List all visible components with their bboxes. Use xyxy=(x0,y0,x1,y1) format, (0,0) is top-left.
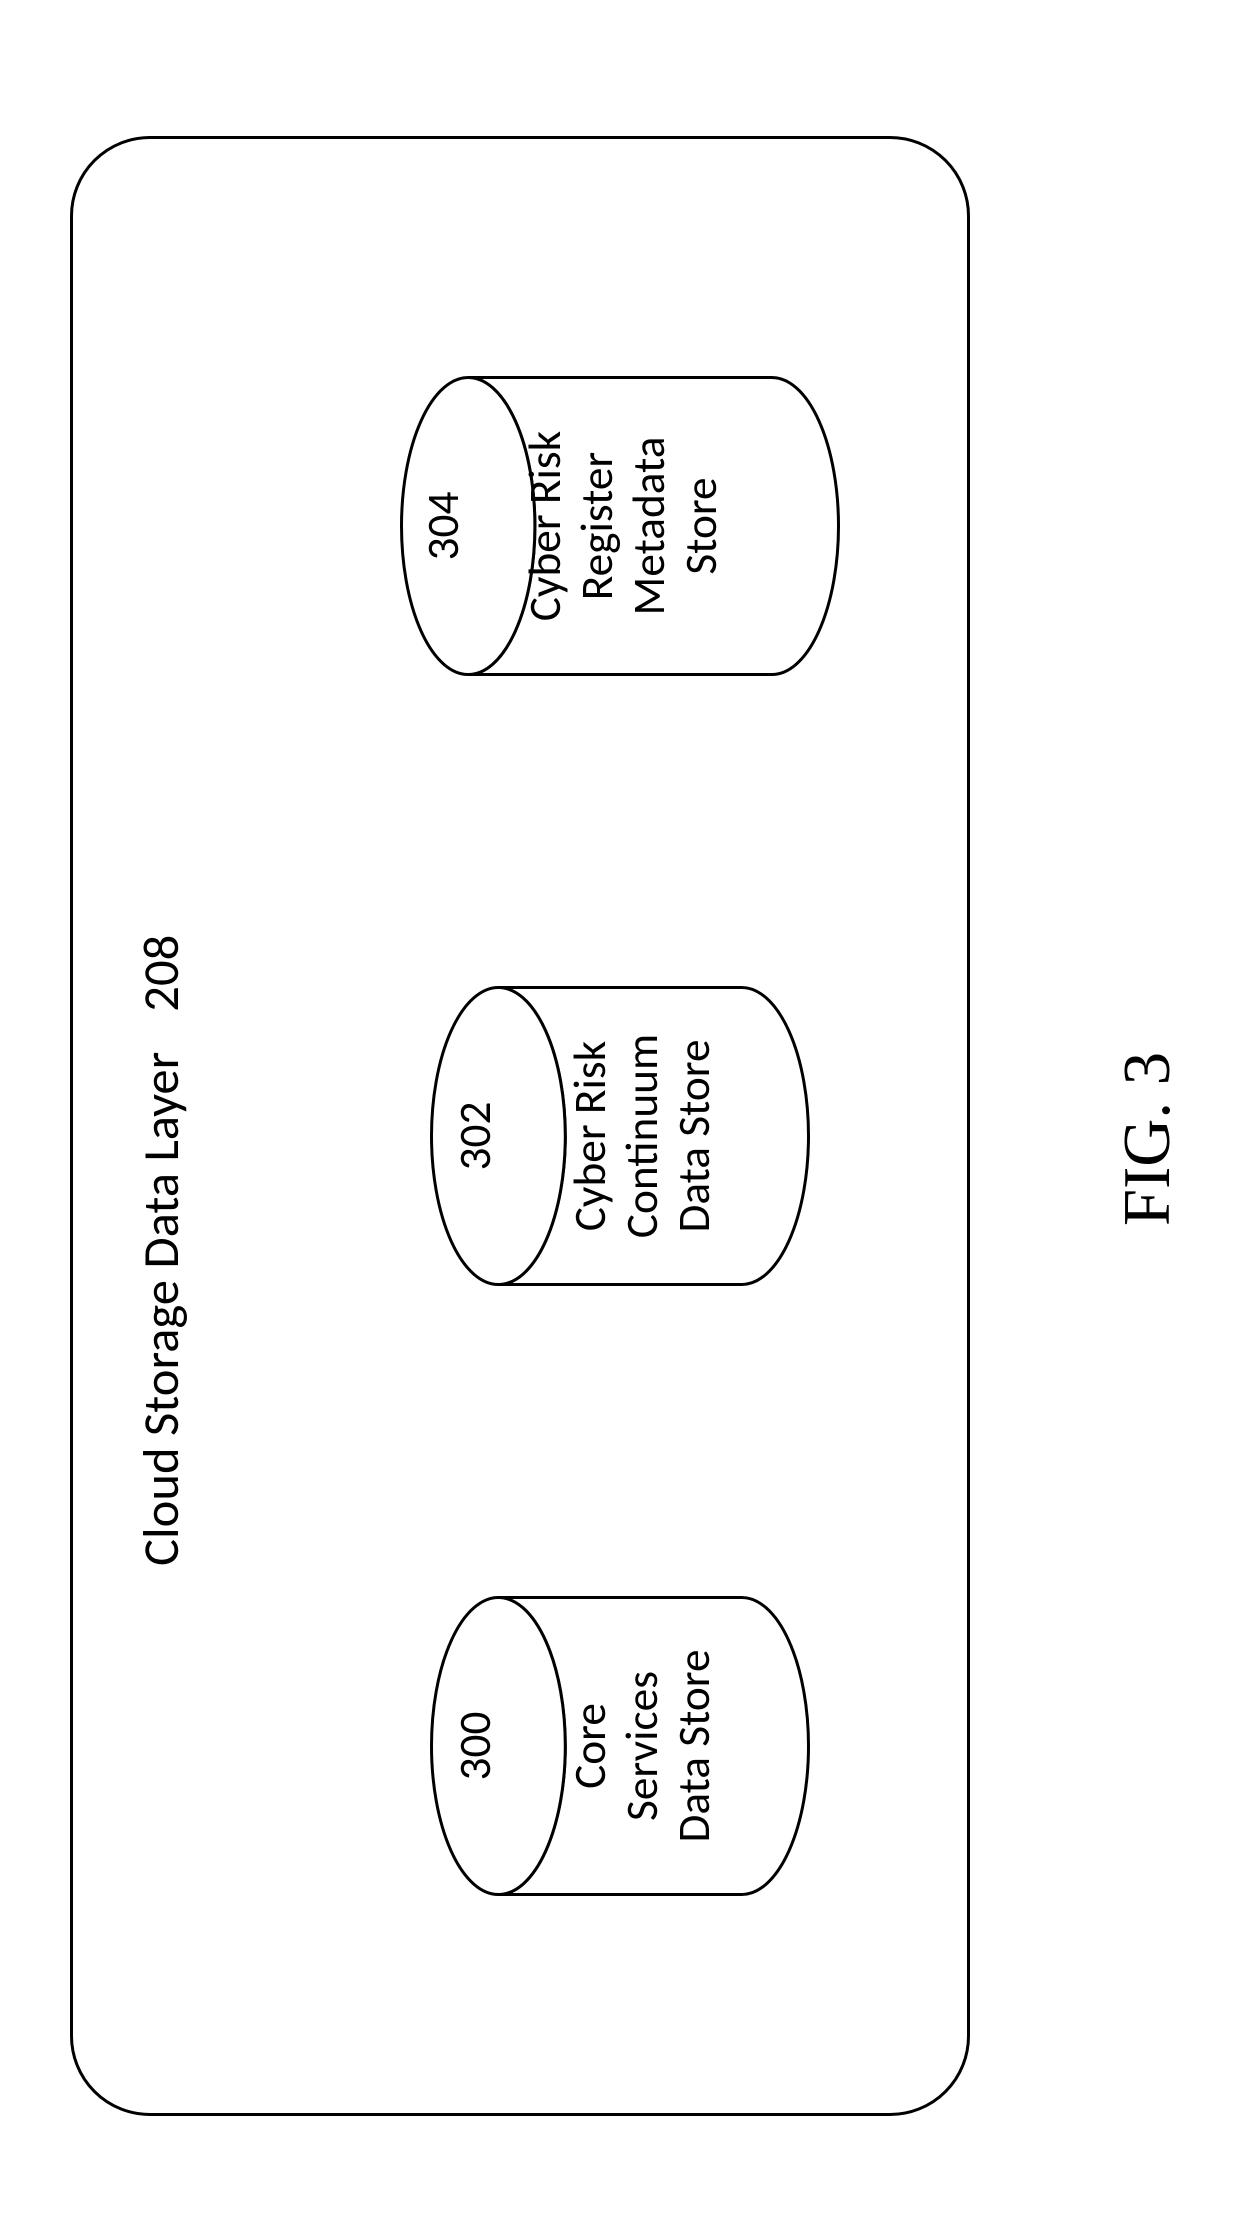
datastore-cylinder: 300 CoreServicesData Store xyxy=(430,1596,810,1896)
page: Cloud Storage Data Layer 208 300 CoreServ… xyxy=(0,0,1240,2226)
datastore-label: Cyber RiskRegisterMetadataStore xyxy=(520,376,729,676)
diagram-title-ref-number: 208 xyxy=(130,935,192,1012)
diagram-title: Cloud Storage Data Layer xyxy=(130,1052,192,1566)
datastore-ref-number: 304 xyxy=(416,376,471,676)
datastore-ref-number: 300 xyxy=(448,1596,503,1896)
datastore-cylinder: 302 Cyber RiskContinuumData Store xyxy=(430,986,810,1286)
datastore-label: CoreServicesData Store xyxy=(565,1596,721,1896)
title-row: Cloud Storage Data Layer 208 xyxy=(130,935,192,1566)
datastore-cylinder: 304 Cyber RiskRegisterMetadataStore xyxy=(400,376,840,676)
diagram-rotated-wrapper: Cloud Storage Data Layer 208 300 CoreServ… xyxy=(0,0,1240,2226)
figure-caption: FIG. 3 xyxy=(1110,1052,1186,1226)
datastore-label: Cyber RiskContinuumData Store xyxy=(565,986,721,1286)
datastore-ref-number: 302 xyxy=(448,986,503,1286)
